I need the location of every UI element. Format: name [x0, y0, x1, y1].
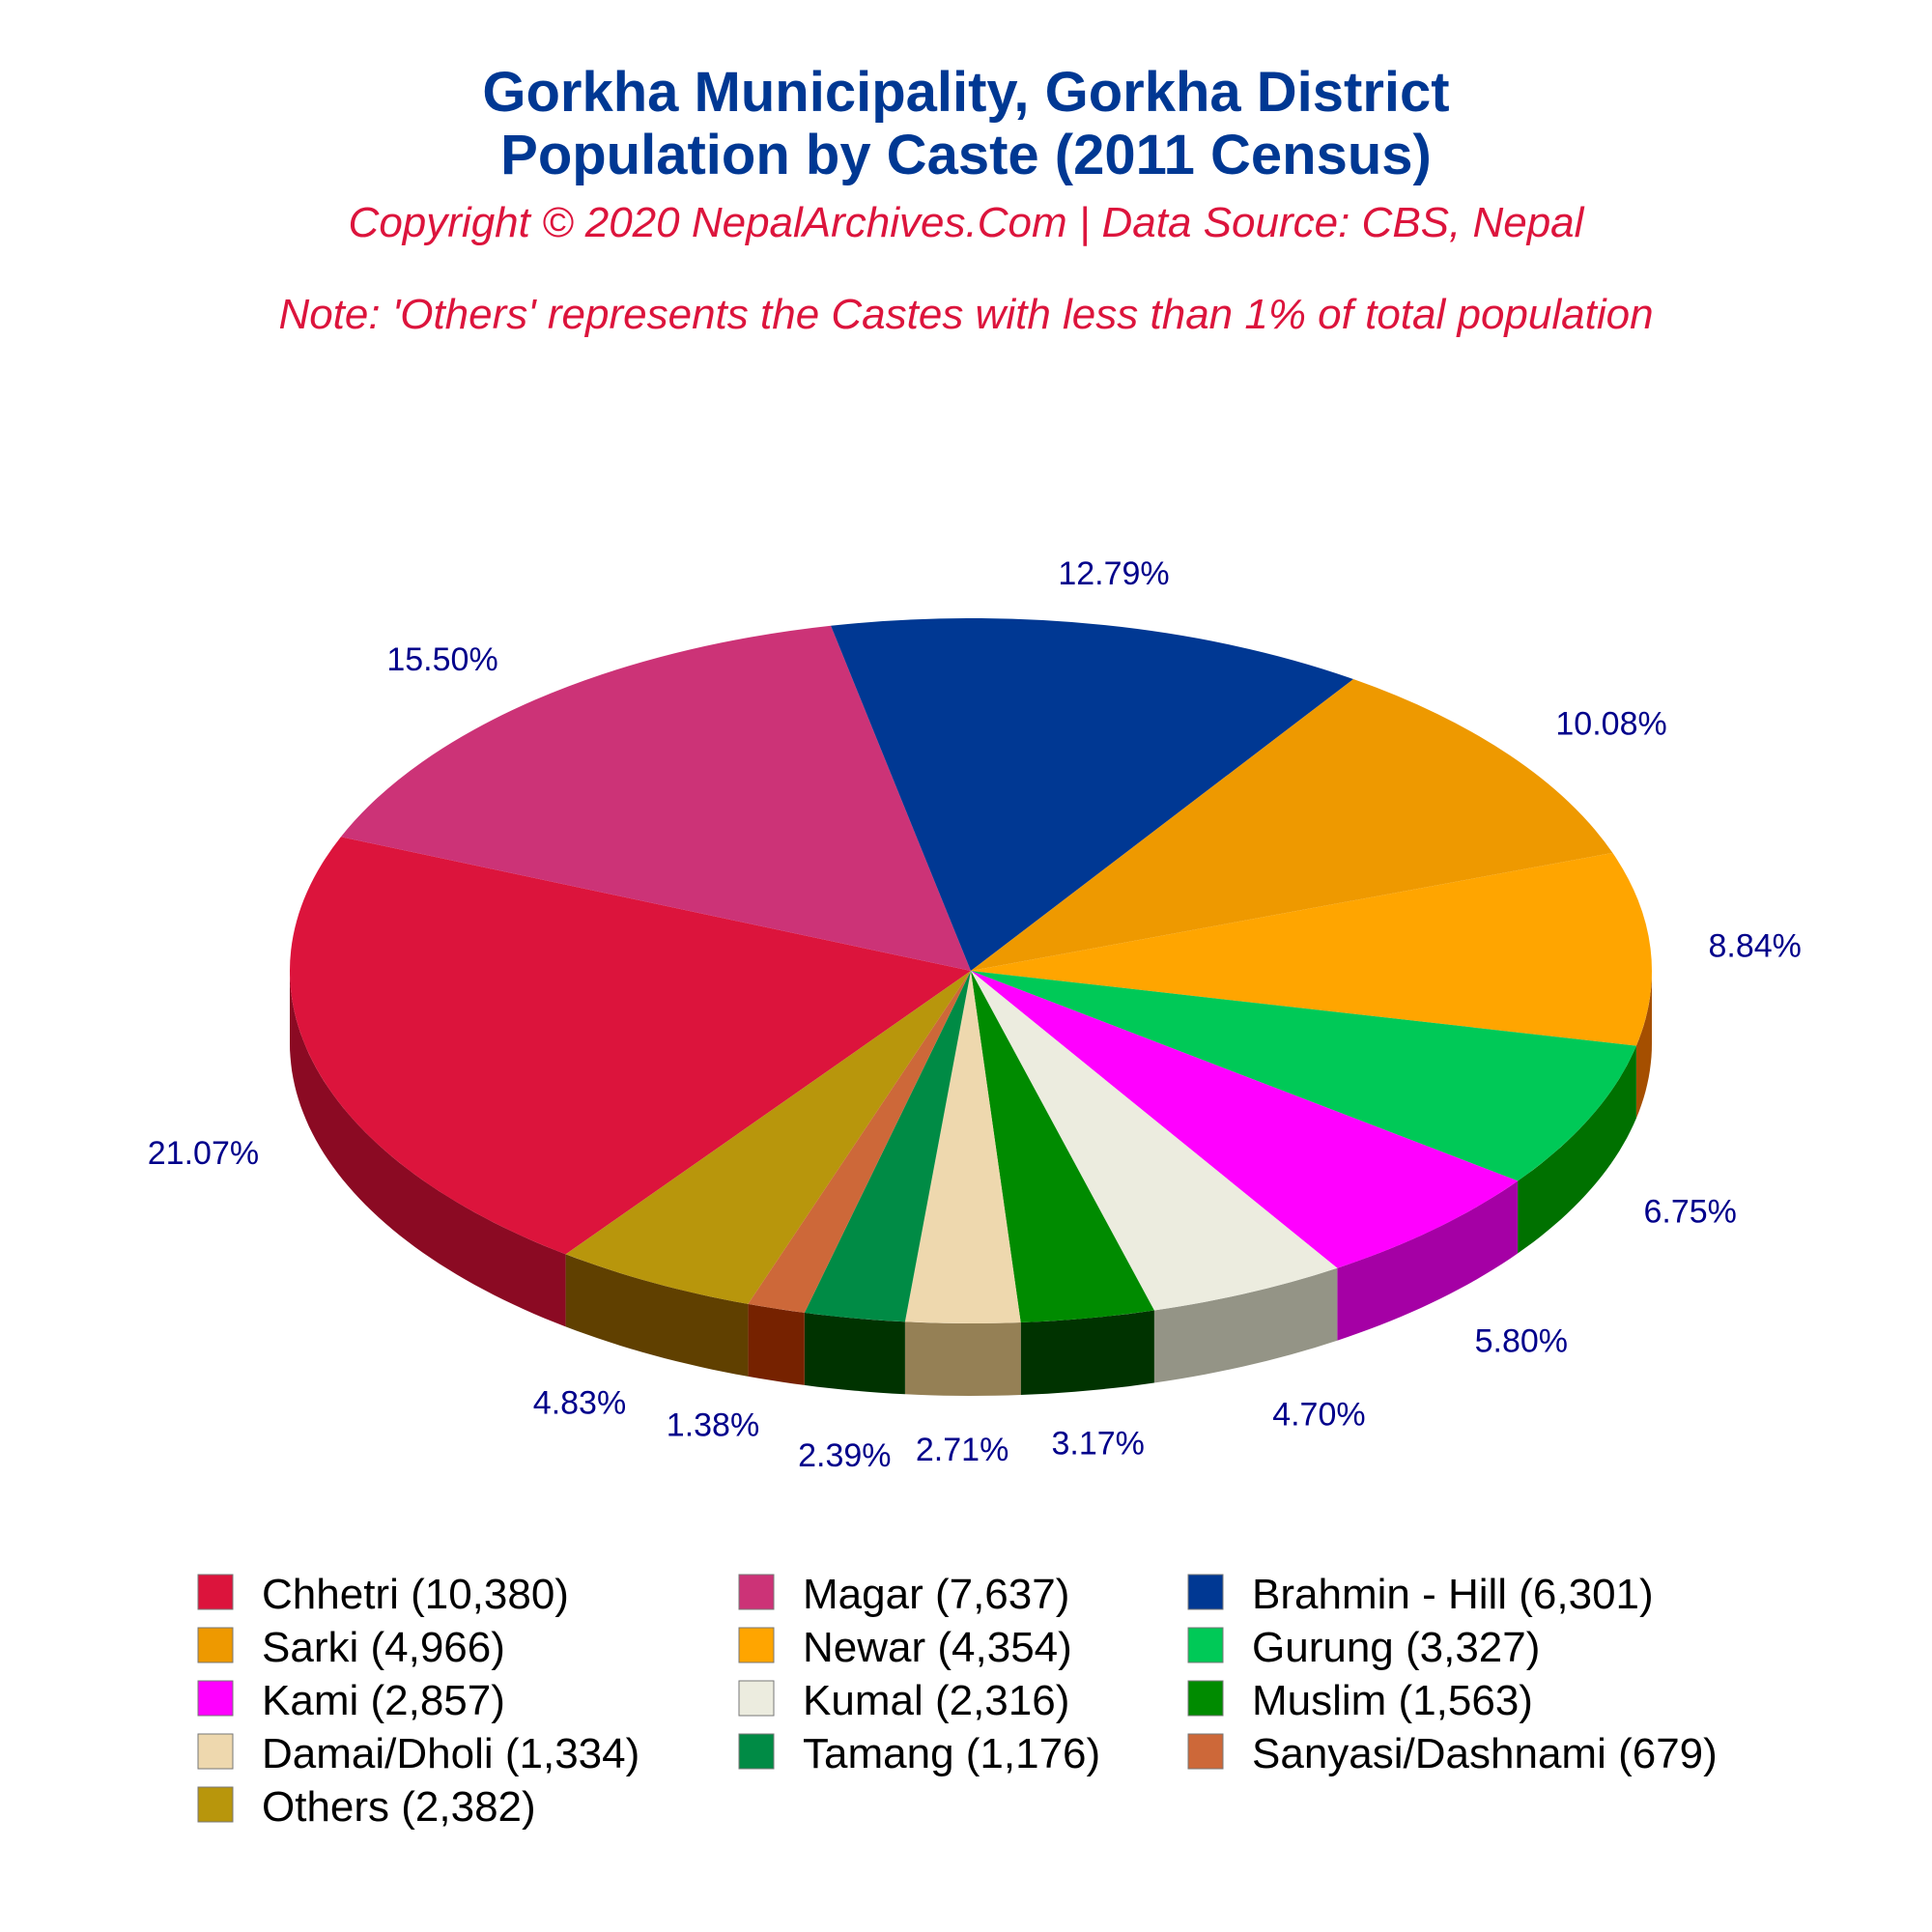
legend-swatch-12 [197, 1786, 234, 1823]
legend-label-2: Brahmin - Hill (6,301) [1252, 1571, 1654, 1618]
pie-label-3: 10.08% [1555, 705, 1666, 742]
pie-slice-4 [971, 852, 1653, 1046]
pie-slice-3 [971, 679, 1613, 971]
copyright-text: Copyright © 2020 NepalArchives.Com | Dat… [349, 199, 1585, 246]
pie-side-6 [1337, 1180, 1519, 1341]
pie-labels: 21.07% 15.50% 12.79% 10.08% 8.84% 6.75% 5.80% 4… [148, 555, 1802, 1474]
legend-label-6: Kami (2,857) [262, 1677, 505, 1724]
pie-side-8 [1020, 1310, 1154, 1395]
legend-swatch-11 [1187, 1733, 1224, 1770]
pie-slice-0 [290, 837, 972, 1255]
pie-label-4: 8.84% [1709, 927, 1802, 964]
chart-title-line1: Gorkha Municipality, Gorkha District [482, 61, 1449, 124]
pie-side-9 [904, 1321, 1021, 1396]
legend-label-12: Others (2,382) [262, 1783, 536, 1831]
pie-top [290, 617, 1653, 1323]
legend-swatch-6 [197, 1680, 234, 1717]
pie-side-0 [290, 971, 566, 1327]
pie-side-7 [1153, 1267, 1338, 1383]
legend-swatch-9 [197, 1733, 234, 1770]
pie-label-9: 2.71% [916, 1432, 1009, 1468]
pie-slice-10 [804, 971, 971, 1322]
pie-slice-5 [971, 971, 1636, 1181]
pie-slice-9 [904, 971, 1021, 1323]
pie-side-4 [1635, 971, 1652, 1119]
legend-label-0: Chhetri (10,380) [262, 1571, 569, 1618]
pie-label-6: 5.80% [1475, 1322, 1568, 1359]
legend-label-5: Gurung (3,327) [1252, 1624, 1540, 1671]
legend-swatch-3 [197, 1627, 234, 1663]
legend-swatch-8 [1187, 1680, 1224, 1717]
legend: Chhetri (10,380) Magar (7,637) Brahmin - H… [197, 1571, 1718, 1831]
legend-label-4: Newar (4,354) [803, 1624, 1072, 1671]
legend-swatch-4 [738, 1627, 775, 1663]
pie-label-7: 4.70% [1272, 1396, 1365, 1433]
pie-side-12 [565, 1254, 749, 1377]
legend-swatch-10 [738, 1733, 775, 1770]
legend-label-3: Sarki (4,966) [262, 1624, 505, 1671]
legend-swatch-1 [738, 1574, 775, 1610]
pie-side-11 [748, 1303, 805, 1385]
pie-slice-2 [831, 617, 1354, 971]
pie-sides [290, 971, 1652, 1396]
legend-label-11: Sanyasi/Dashnami (679) [1252, 1730, 1718, 1777]
legend-swatch-0 [197, 1574, 234, 1610]
pie-label-2: 12.79% [1058, 555, 1169, 592]
pie-slice-7 [971, 971, 1338, 1311]
note-text: Note: 'Others' represents the Castes wit… [278, 291, 1653, 338]
pie-side-5 [1518, 1045, 1636, 1254]
pie-label-10: 2.39% [798, 1437, 891, 1474]
pie-slice-12 [565, 971, 971, 1304]
pie-label-0: 21.07% [148, 1135, 259, 1172]
legend-label-9: Damai/Dholi (1,334) [262, 1730, 639, 1777]
legend-label-10: Tamang (1,176) [803, 1730, 1100, 1777]
legend-label-8: Muslim (1,563) [1252, 1677, 1533, 1724]
pie-slice-6 [971, 971, 1519, 1268]
chart-title-line2: Population by Caste (2011 Census) [500, 124, 1432, 186]
legend-label-1: Magar (7,637) [803, 1571, 1069, 1618]
legend-swatch-7 [738, 1680, 775, 1717]
pie-label-8: 3.17% [1051, 1426, 1144, 1463]
legend-label-7: Kumal (2,316) [803, 1677, 1069, 1724]
pie-slice-8 [971, 971, 1154, 1323]
pie-label-11: 1.38% [667, 1407, 759, 1444]
pie-slice-11 [748, 971, 971, 1313]
legend-swatch-5 [1187, 1627, 1224, 1663]
legend-swatch-2 [1187, 1574, 1224, 1610]
pie-side-10 [804, 1312, 905, 1395]
pie-slice-1 [340, 625, 971, 971]
pie-label-1: 15.50% [386, 641, 497, 678]
pie-label-5: 6.75% [1644, 1194, 1737, 1231]
pie-label-12: 4.83% [533, 1385, 626, 1422]
